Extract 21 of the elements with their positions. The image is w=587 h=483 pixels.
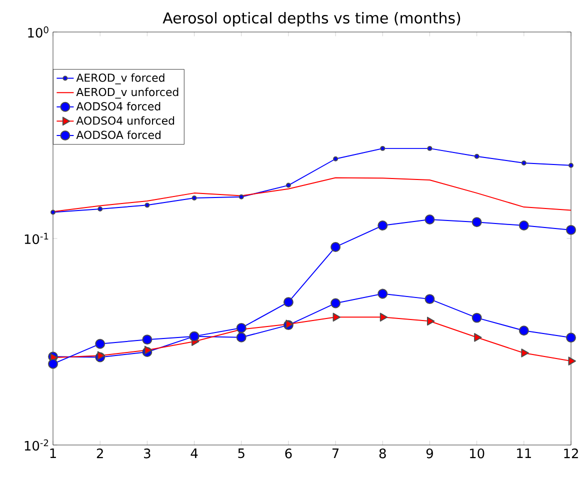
x-tick-label: 2 <box>96 448 103 458</box>
legend-label: AODSO4 forced <box>76 102 160 110</box>
y-tick-label: 10$^{-1}$ <box>24 232 48 244</box>
legend-label: AEROD_v forced <box>76 73 164 84</box>
x-tick-label: 3 <box>144 448 150 458</box>
x-tick-label: 9 <box>426 448 433 458</box>
legend-label: AODSO4 unforced <box>76 116 174 125</box>
x-tick-label: 8 <box>379 448 386 458</box>
chart-title: Aerosol optical depths vs time (months) <box>162 12 460 26</box>
x-tick-label: 10 <box>470 448 484 458</box>
legend-label: AEROD_v unforced <box>76 88 178 99</box>
legend-label: AODSOA forced <box>76 130 160 140</box>
x-tick-label: 5 <box>238 448 244 458</box>
x-tick-label: 7 <box>332 448 339 458</box>
x-tick-label: 4 <box>190 448 198 458</box>
x-tick-label: 11 <box>517 448 531 458</box>
x-tick-label: 12 <box>564 448 578 458</box>
x-tick-label: 1 <box>50 448 56 458</box>
x-tick-label: 6 <box>285 448 292 458</box>
y-tick-label: 10$^{-2}$ <box>24 439 48 451</box>
y-tick-label: 10$^{0}$ <box>28 26 48 38</box>
